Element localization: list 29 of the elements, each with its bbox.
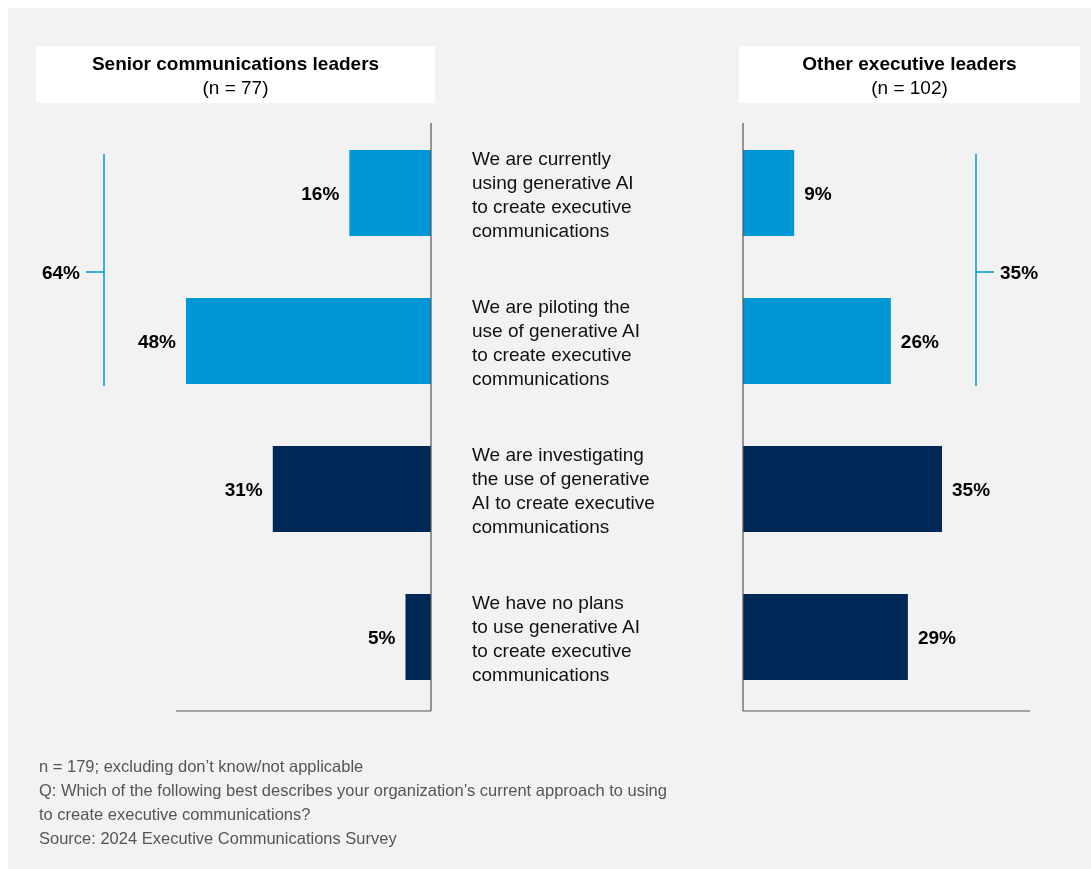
chart-title: Senior communications leaders [91, 53, 380, 74]
y-tick-label: We are investigating the use of generative AI to create executive communications [472, 444, 655, 537]
data-label: 48% [137, 331, 177, 352]
y-tick-label: We have no plans to use generative AI to create executive communications [472, 592, 640, 685]
y-tick-label: We are piloting the use of generative AI to create executive communications [472, 296, 640, 389]
data-label: 16% [301, 183, 340, 204]
chart-subtitle: (n = 77) [202, 77, 269, 98]
data-label: 35% [952, 479, 991, 500]
data-label: 5% [368, 627, 396, 648]
data-label: 9% [804, 183, 832, 204]
chart-title: Other executive leaders [802, 53, 1017, 74]
y-tick-label: We are currently using generative AI to create executive communications [472, 148, 634, 241]
bar [186, 298, 431, 384]
bar [272, 446, 431, 532]
text: Q: Which of the following best describes your organization’s current approach to using to create executive communications? [39, 781, 667, 823]
data-label: 29% [917, 627, 957, 648]
bar [743, 150, 795, 236]
bar [743, 446, 942, 532]
bar [349, 150, 431, 236]
text: 35% [1000, 262, 1039, 283]
text: n = 179; excluding don’t know/not applicable [39, 757, 364, 775]
bar [405, 594, 431, 680]
text: 64% [41, 262, 81, 283]
source-note: Source: 2024 Executive Communications Survey [39, 829, 398, 847]
data-label: 31% [224, 479, 263, 500]
data-label: 26% [900, 331, 939, 352]
bar [743, 298, 891, 384]
chart-subtitle: (n = 102) [871, 77, 948, 98]
bar [743, 594, 908, 680]
